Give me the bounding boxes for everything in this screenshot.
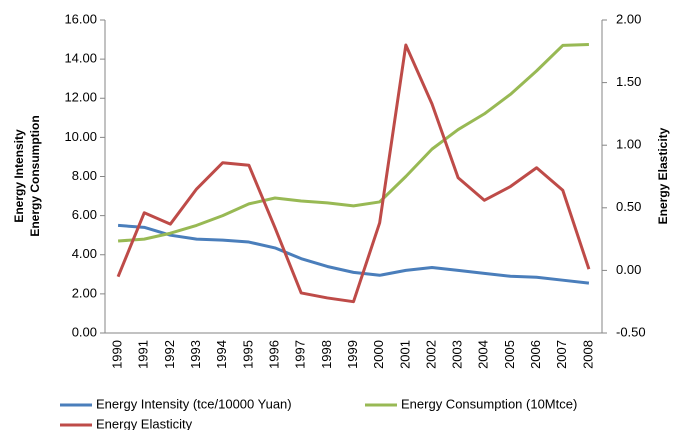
x-tick-label: 2002 [423,340,438,369]
x-tick-label: 2004 [476,340,491,369]
y2-tick-label: 1.50 [616,74,641,89]
y-tick-label: 0.00 [72,324,97,339]
x-tick-label: 1992 [162,340,177,369]
x-tick-label: 1990 [110,340,125,369]
legend-label: Energy Consumption (10Mtce) [401,396,577,411]
series-line [116,43,591,304]
x-tick-label: 2003 [450,340,465,369]
y-tick-label: 10.00 [64,129,97,144]
y2-tick-label: 0.00 [616,262,641,277]
y-axis-label: Energy Consumption [28,115,42,236]
legend-label: Energy Elasticity [96,416,193,430]
x-tick-label: 2007 [554,340,569,369]
y2-axis-label: Energy Elasticity [656,127,670,224]
y2-tick-label: 1.00 [616,137,641,152]
y-tick-label: 16.00 [64,11,97,26]
y2-tick-label: -0.50 [616,324,646,339]
x-tick-label: 1994 [214,340,229,369]
y2-tick-label: 2.00 [616,11,641,26]
y-axis-label: Energy Intensity [12,129,26,223]
y-tick-label: 6.00 [72,207,97,222]
x-tick-label: 2006 [528,340,543,369]
x-tick-label: 1997 [293,340,308,369]
x-tick-label: 2000 [371,340,386,369]
x-tick-label: 1996 [266,340,281,369]
x-tick-label: 1998 [319,340,334,369]
x-tick-label: 2008 [580,340,595,369]
x-tick-label: 2005 [502,340,517,369]
x-tick-label: 1995 [240,340,255,369]
y-tick-label: 14.00 [64,51,97,66]
y-tick-label: 8.00 [72,168,97,183]
y-tick-label: 4.00 [72,246,97,261]
x-tick-label: 1993 [188,340,203,369]
x-tick-label: 1999 [345,340,360,369]
y-tick-label: 2.00 [72,285,97,300]
legend-label: Energy Intensity (tce/10000 Yuan) [96,396,292,411]
y2-tick-label: 0.50 [616,199,641,214]
x-tick-label: 2001 [397,340,412,369]
series-line [117,42,589,243]
x-tick-label: 1991 [136,340,151,369]
series-line [117,223,590,285]
y-tick-label: 12.00 [64,90,97,105]
